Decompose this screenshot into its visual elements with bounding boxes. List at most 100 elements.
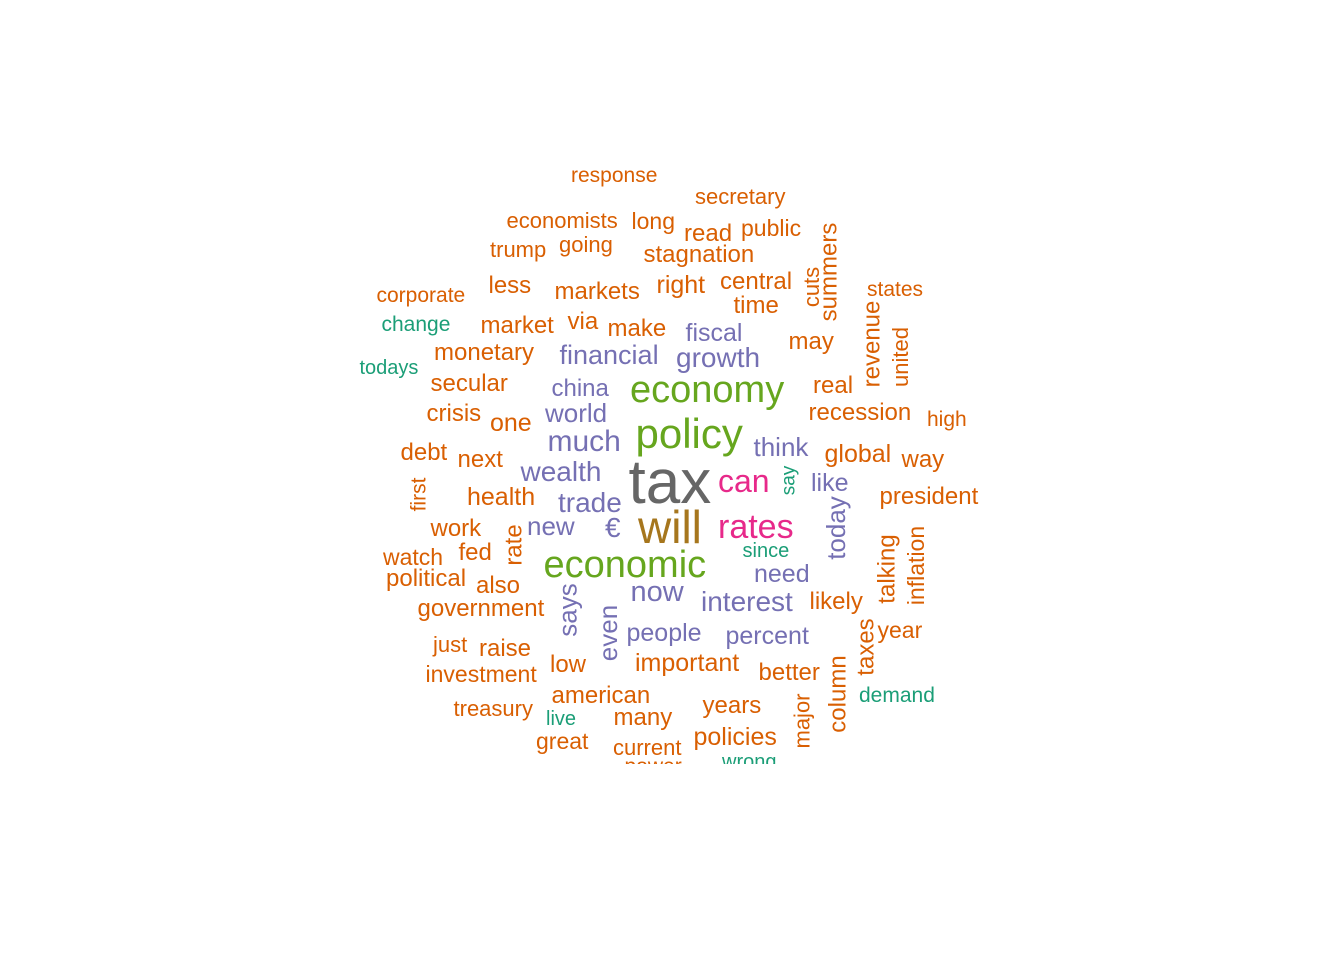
cloud-word: debt — [400, 439, 448, 466]
cloud-word: rates — [718, 508, 794, 546]
cloud-word: percent — [725, 621, 809, 650]
cloud-word: government — [417, 595, 545, 622]
cloud-word: recession — [808, 399, 912, 426]
cloud-word: year — [877, 616, 923, 643]
cloud-word: monetary — [434, 339, 535, 366]
cloud-word: people — [626, 618, 702, 647]
cloud-word: wealth — [520, 456, 602, 487]
cloud-word: since — [742, 540, 790, 562]
cloud-word: need — [754, 559, 810, 588]
cloud-word: rate — [500, 524, 528, 566]
cloud-word: states — [867, 277, 924, 301]
cloud-word: interest — [701, 586, 793, 617]
cloud-word: read — [684, 220, 733, 247]
cloud-word: now — [630, 575, 684, 608]
cloud-word: way — [901, 446, 945, 473]
cloud-word: better — [758, 659, 820, 686]
cloud-word: fiscal — [685, 318, 743, 347]
cloud-word: world — [545, 398, 608, 428]
cloud-word: say — [778, 465, 800, 495]
cloud-word: new — [527, 511, 575, 541]
cloud-word: treasury — [453, 696, 533, 721]
cloud-word: can — [718, 463, 770, 499]
cloud-word: secular — [430, 370, 508, 397]
cloud-word: many — [613, 704, 673, 731]
cloud-word: political — [386, 565, 467, 592]
cloud-word: low — [550, 651, 587, 678]
cloud-word: demand — [859, 683, 935, 707]
cloud-word: cuts — [799, 266, 825, 308]
cloud-word: € — [605, 512, 621, 543]
cloud-word: global — [824, 439, 892, 468]
cloud-word: power — [625, 756, 682, 765]
word-cloud-area: tax will policy economic economy rates can much… — [359, 163, 979, 765]
cloud-word: tax — [628, 448, 712, 517]
cloud-word: growth — [676, 342, 761, 373]
cloud-word: years — [702, 692, 762, 719]
cloud-word: next — [457, 446, 503, 473]
cloud-word: column — [824, 655, 852, 733]
cloud-word: make — [607, 315, 667, 342]
cloud-word: current — [613, 735, 682, 760]
cloud-word: trade — [558, 487, 622, 518]
cloud-word: markets — [554, 278, 640, 305]
cloud-word: may — [788, 328, 834, 355]
cloud-word: time — [733, 292, 779, 319]
cloud-word: revenue — [857, 300, 885, 388]
cloud-word: health — [467, 482, 536, 511]
cloud-word: president — [879, 483, 979, 510]
cloud-word: today — [820, 496, 851, 560]
cloud-word: crisis — [426, 400, 482, 427]
cloud-word: just — [433, 632, 468, 657]
cloud-word: great — [536, 727, 589, 754]
cloud-word: china — [551, 375, 609, 402]
cloud-word: central — [720, 268, 793, 295]
cloud-word: trump — [490, 237, 547, 262]
cloud-word: less — [488, 272, 532, 299]
cloud-word: policies — [693, 722, 777, 751]
cloud-word: via — [567, 308, 599, 335]
cloud-word: work — [430, 515, 482, 542]
cloud-word: american — [551, 682, 651, 709]
cloud-word: todays — [359, 357, 419, 379]
cloud-word: also — [476, 572, 521, 599]
cloud-word: stagnation — [643, 241, 755, 268]
cloud-word: watch — [383, 543, 444, 570]
cloud-word: inflation — [902, 525, 929, 605]
cloud-word: first — [407, 477, 431, 511]
cloud-word: response — [571, 163, 658, 187]
cloud-word: going — [559, 232, 613, 257]
cloud-word: raise — [479, 635, 532, 662]
cloud-word: secretary — [695, 184, 786, 209]
cloud-word: one — [490, 408, 532, 437]
cloud-word: policy — [635, 410, 743, 457]
cloud-word: think — [753, 432, 809, 462]
cloud-word: major — [789, 693, 815, 749]
cloud-word: even — [593, 604, 624, 662]
cloud-word: likely — [809, 588, 863, 615]
cloud-word: right — [656, 270, 706, 299]
cloud-word: financial — [559, 339, 659, 370]
cloud-word: economists — [506, 208, 618, 233]
cloud-word: united — [887, 327, 913, 387]
cloud-word: investment — [425, 660, 537, 687]
cloud-word: high — [927, 407, 967, 431]
cloud-word: talking — [873, 534, 901, 604]
cloud-word: long — [631, 207, 675, 234]
cloud-word: market — [480, 312, 554, 339]
cloud-word: corporate — [376, 283, 466, 307]
cloud-word: change — [381, 312, 451, 336]
cloud-word: real — [813, 372, 854, 399]
cloud-word: important — [635, 648, 740, 677]
cloud-word: much — [547, 425, 621, 458]
cloud-word: economic — [543, 544, 707, 586]
cloud-word: taxes — [852, 618, 880, 676]
cloud-word: like — [811, 468, 849, 497]
cloud-word: wrong — [722, 751, 777, 764]
cloud-word: says — [552, 583, 583, 637]
cloud-word: fed — [458, 539, 492, 566]
cloud-word: will — [638, 501, 702, 553]
cloud-word: live — [546, 708, 577, 730]
cloud-word: economy — [630, 369, 785, 411]
